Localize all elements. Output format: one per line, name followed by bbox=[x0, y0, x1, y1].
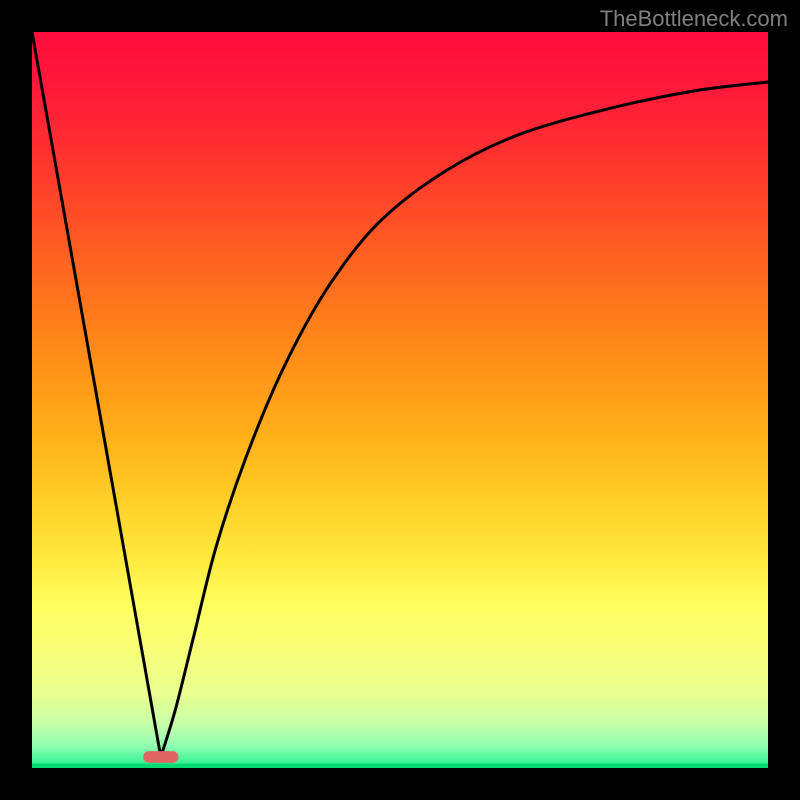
bottom-band bbox=[32, 764, 768, 768]
watermark-text: TheBottleneck.com bbox=[600, 6, 788, 32]
bottleneck-chart bbox=[0, 0, 800, 800]
chart-container: TheBottleneck.com bbox=[0, 0, 800, 800]
min-marker bbox=[143, 751, 178, 763]
